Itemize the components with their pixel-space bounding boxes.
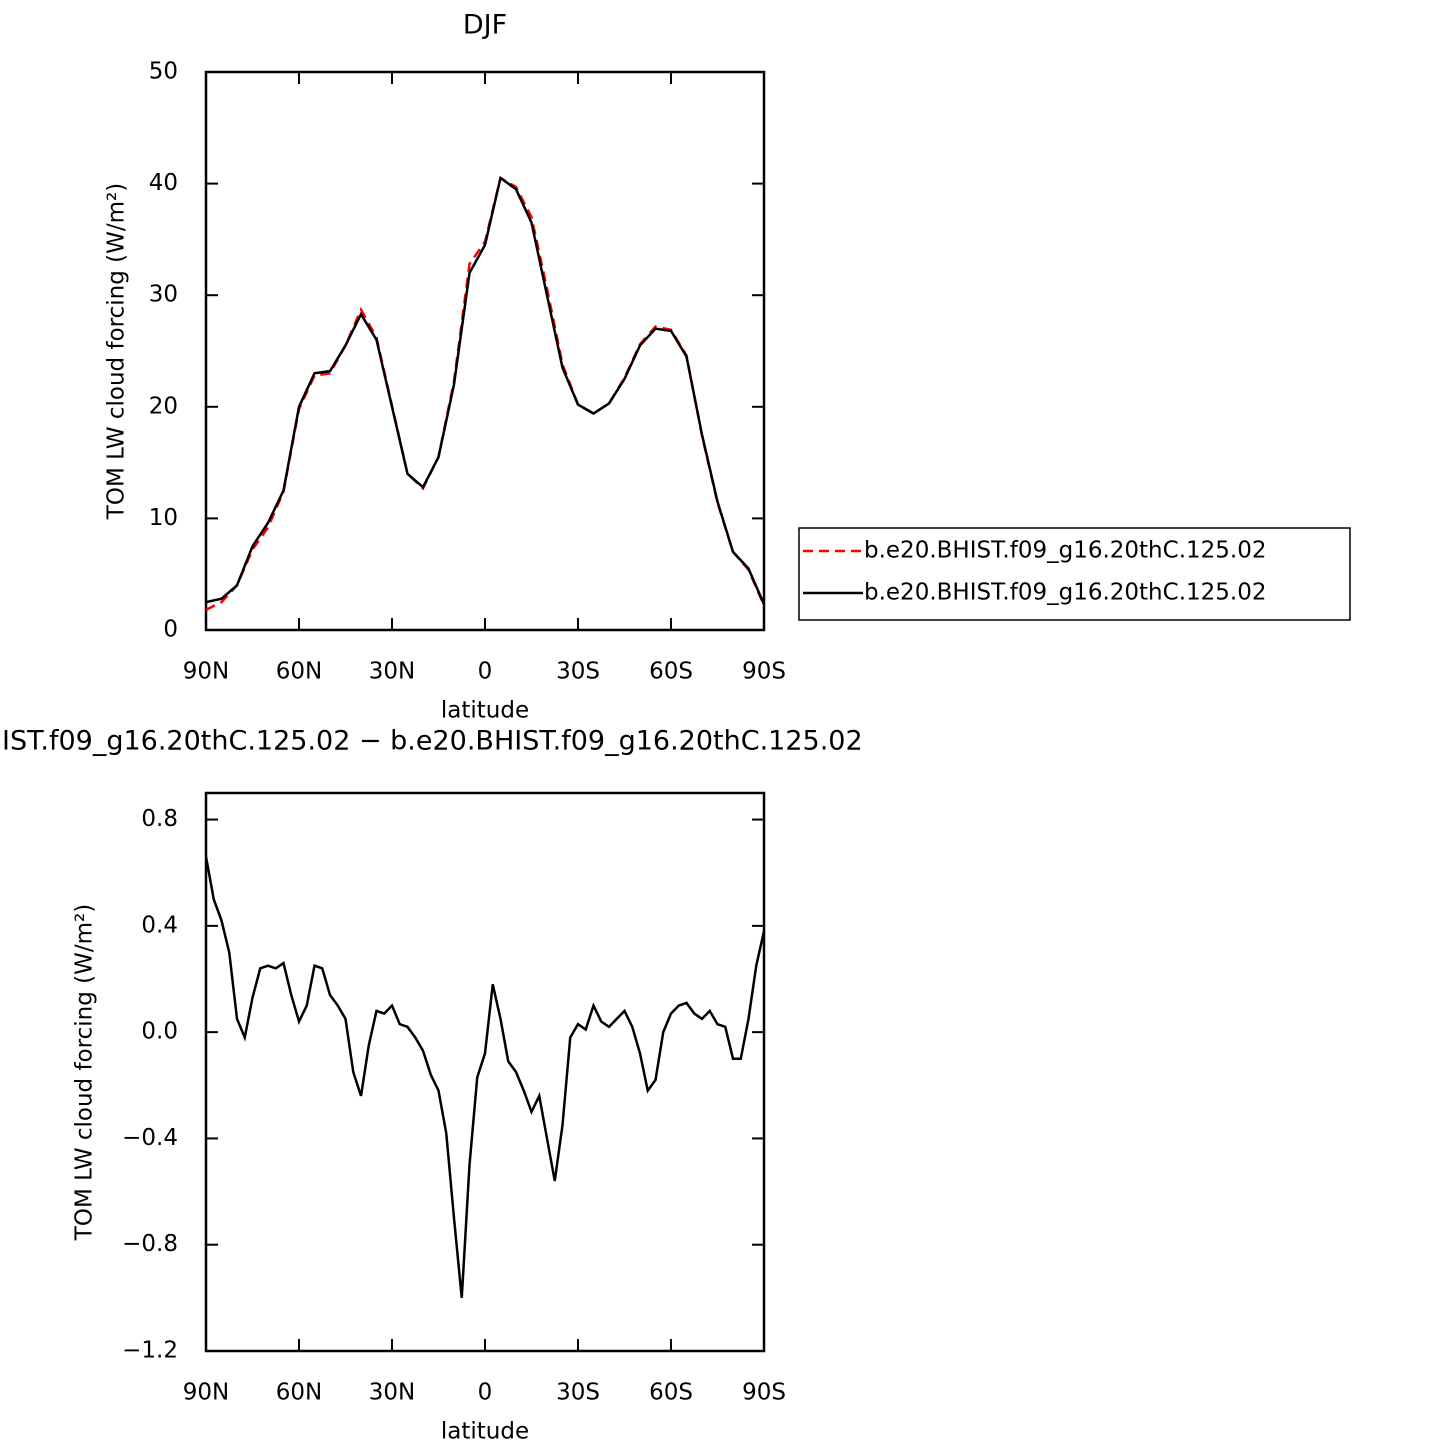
x-tick-label: 30N [369,659,415,685]
x-tick-label: 60S [649,1380,693,1406]
legend-box [798,527,1351,621]
x-tick-label: 0 [478,1380,493,1406]
y-tick-label: 50 [149,59,178,85]
chart-title: DJF [463,10,507,41]
x-tick-label: 90N [183,1380,229,1406]
plot-frame [204,791,766,1353]
series-line [204,856,766,1298]
x-tick-label: 30N [369,1380,415,1406]
x-tick-label: 60N [276,659,322,685]
y-tick-label: 0 [163,617,178,643]
y-tick-label: −0.4 [122,1125,178,1151]
x-tick-label: 90S [742,659,786,685]
legend-label: b.e20.BHIST.f09_g16.20thC.125.02 [864,538,1266,564]
y-tick-label: −0.8 [122,1231,178,1257]
x-tick-label: 0 [478,659,493,685]
x-tick-label: 90S [742,1380,786,1406]
legend-label: b.e20.BHIST.f09_g16.20thC.125.02 [864,580,1266,606]
x-tick-label: 30S [556,1380,600,1406]
x-axis-label: latitude [441,698,529,724]
x-tick-label: 60N [276,1380,322,1406]
series-line [205,175,766,605]
y-tick-label: 40 [149,170,178,196]
x-axis-label: latitude [441,1419,529,1445]
y-tick-label: 0.8 [141,806,178,832]
chart-title: IST.f09_g16.20thC.125.02 − b.e20.BHIST.f… [2,726,863,757]
y-tick-label: 30 [149,282,178,308]
x-tick-label: 30S [556,659,600,685]
x-tick-label: 90N [183,659,229,685]
x-tick-label: 60S [649,659,693,685]
y-axis-label: TOM LW cloud forcing (W/m²) [72,904,98,1241]
y-axis-label: TOM LW cloud forcing (W/m²) [104,183,130,520]
y-tick-label: 0.4 [141,912,178,938]
y-tick-label: −1.2 [122,1338,178,1364]
y-tick-label: 20 [149,393,178,419]
y-tick-label: 0.0 [141,1019,178,1045]
y-tick-label: 10 [149,505,178,531]
plot-frame [204,70,766,632]
